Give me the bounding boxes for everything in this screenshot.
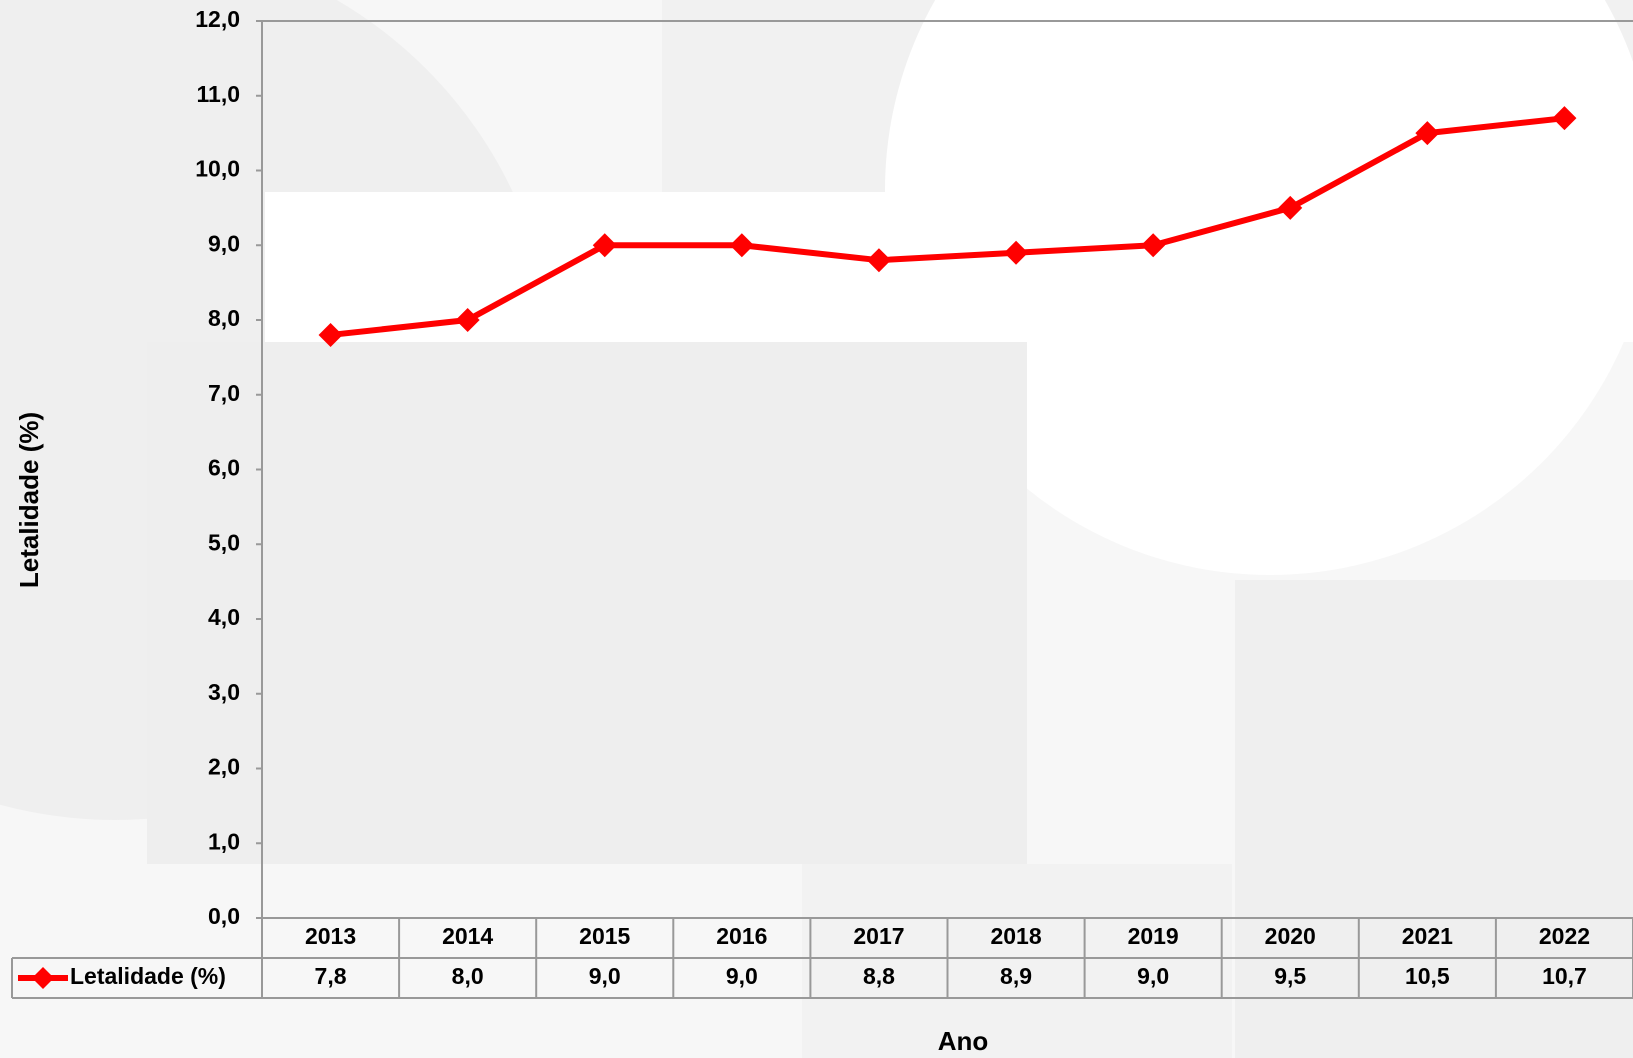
table-value: 7,8 [315,963,347,989]
marker [1141,233,1166,258]
marker [318,322,343,347]
y-tick-label: 1,0 [208,828,240,854]
line [330,115,1565,338]
marker [455,308,480,332]
marker [729,233,754,258]
legend-label: Letalidade (%) [70,963,226,989]
y-tick-label: 4,0 [208,604,240,630]
x-tick-label: 2022 [1539,923,1590,949]
y-tick-label: 8,0 [208,305,240,331]
x-tick-label: 2019 [1128,923,1179,949]
y-tick-label: 11,0 [197,81,241,107]
y-axis-title: Letalidade (%) [14,412,44,588]
marker [866,248,891,273]
y-tick-label: 12,0 [195,6,240,32]
x-tick-label: 2016 [716,923,767,949]
y-tick-label: 10,0 [195,156,240,182]
marker [592,233,617,258]
bg-shape [802,864,1232,1058]
marker [1415,121,1440,146]
y-tick-label: 2,0 [208,754,240,780]
x-tick-label: 2020 [1265,923,1316,949]
y-tick-label: 6,0 [208,455,240,481]
table-value: 8,0 [452,963,484,989]
table-value: 9,5 [1274,963,1306,989]
x-tick-label: 2013 [305,923,356,949]
table-value: 8,8 [863,963,895,989]
x-tick-label: 2015 [579,923,630,949]
y-tick-label: 0,0 [208,903,240,929]
y-tick-label: 3,0 [208,679,240,705]
x-tick-label: 2021 [1402,923,1453,949]
table-value: 10,7 [1542,963,1587,989]
table-value: 9,0 [1137,963,1169,989]
x-tick-label: 2017 [853,923,904,949]
marker [1278,195,1303,220]
x-tick-label: 2018 [990,923,1041,949]
table-value: 10,5 [1405,963,1450,989]
marker [1552,106,1577,131]
x-tick-label: 2014 [442,923,493,949]
bg-shape [885,0,1633,575]
y-tick-label: 7,0 [208,380,240,406]
legend-marker [32,967,54,989]
bg-shape [1235,580,1633,1058]
marker [1004,240,1029,265]
x-axis-title: Ano [938,1026,989,1056]
table-value: 9,0 [589,963,621,989]
y-tick-label: 5,0 [208,529,240,555]
y-tick-label: 9,0 [208,230,240,256]
table-value: 9,0 [726,963,758,989]
bg-shape [147,342,1027,864]
table-value: 8,9 [1000,963,1032,989]
